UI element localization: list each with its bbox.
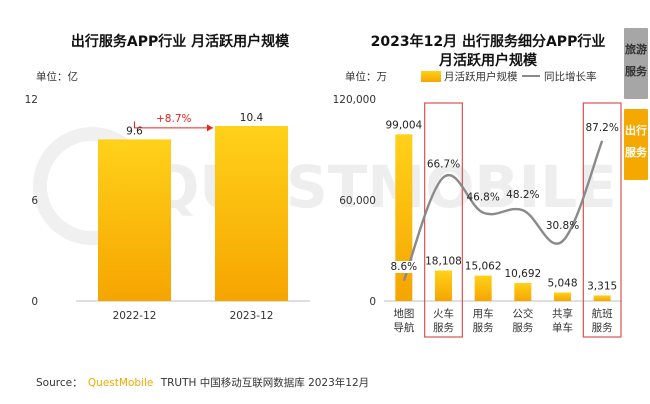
chart2-category-label: 公交: [512, 307, 533, 320]
chart2-ytick-label: 60,000: [339, 195, 376, 207]
chart2-growth-line: [402, 140, 604, 282]
chart2-category-label: 服务: [433, 321, 454, 334]
chart2-bar: [593, 295, 611, 301]
growth-rate-value-label: 87.2%: [585, 122, 618, 134]
legend-line-label: 同比增长率: [544, 70, 597, 83]
chart2-category-label: 地图: [393, 307, 414, 320]
source-brand: QuestMobile: [88, 377, 153, 389]
chart2-bar: [474, 275, 492, 301]
chart1-ytick-label: 6: [31, 195, 38, 207]
chart1-bar: [215, 125, 288, 301]
chart1-title: 出行服务APP行业 月活跃用户规模: [71, 33, 290, 50]
chart2-title-line1: 2023年12月 出行服务细分APP行业: [371, 33, 606, 50]
chart2-legend: 月活跃用户规模 同比增长率: [421, 70, 597, 83]
chart1-growth-annotation: +8.7%: [134, 113, 213, 132]
chart2-category-label: 服务: [512, 321, 533, 334]
chart1-unit-label: 单位：亿: [36, 70, 78, 83]
chart2-category-label: 航班: [592, 307, 613, 320]
source-line-text: Source： QuestMobile TRUTH 中国移动互联网数据库 202…: [36, 376, 369, 389]
chart2-ytick-label: 120,000: [333, 94, 376, 106]
growth-rate-value-label: 8.6%: [390, 261, 417, 273]
legend-bar-label: 月活跃用户规模: [444, 70, 518, 83]
chart2-bar: [554, 292, 571, 301]
chart1-value-label: 10.4: [240, 112, 264, 124]
chart2-category-label: 导航: [393, 321, 414, 334]
growth-rate-value-label: 46.8%: [466, 192, 499, 204]
chart2-category-label: 服务: [592, 321, 613, 334]
chart2-bars: [395, 134, 611, 301]
chart2-unit-label: 单位：万: [345, 70, 387, 83]
side-tab[interactable]: 出行服务: [624, 109, 648, 180]
chart2-y-axis: 0 60,000 120,000: [333, 94, 622, 308]
chart2-category-label: 服务: [473, 321, 494, 334]
side-tab-label: 旅游: [625, 42, 647, 56]
legend-bar-swatch: [421, 71, 441, 82]
chart1-x-axis: 2022-12 2023-12: [113, 310, 274, 322]
chart2-bar-value-label: 99,004: [385, 119, 422, 131]
chart1-bars: [98, 125, 288, 301]
chart2-bar-value-label: 5,048: [547, 278, 577, 290]
highlight-box: [424, 102, 463, 338]
chart2-bar-value-label: 10,692: [504, 268, 541, 280]
label-backdrop: [389, 261, 419, 273]
chart-segment-mau: 2023年12月 出行服务细分APP行业 月活跃用户规模 单位：万 月活跃用户规…: [333, 33, 622, 338]
chart2-bar: [395, 134, 413, 301]
chart2-category-label: 共享: [552, 307, 573, 320]
source-line: Source： QuestMobile TRUTH 中国移动互联网数据库 202…: [36, 376, 369, 389]
highlight-box: [582, 102, 622, 338]
side-tab-label: 出行: [625, 123, 647, 137]
side-tab-label: 服务: [625, 145, 648, 159]
growth-arrow-head-icon: [207, 124, 213, 132]
growth-rate-label: +8.7%: [156, 113, 191, 125]
chart2-category-label: 用车: [473, 307, 494, 320]
growth-rate-value-label: 30.8%: [546, 220, 579, 232]
chart2-category-label: 单车: [552, 321, 573, 334]
growth-rate-value-label: 66.7%: [427, 158, 460, 170]
growth-rate-value-label: 48.2%: [506, 189, 539, 201]
chart2-bar-value-label: 18,108: [425, 256, 462, 268]
chart1-ytick-label: 12: [25, 94, 38, 106]
chart2-ytick-label: 0: [369, 296, 376, 308]
chart1-category-label: 2022-12: [113, 310, 157, 322]
chart2-highlight-boxes: [424, 102, 622, 338]
chart2-bar: [514, 283, 532, 301]
chart2-category-label: 火车: [433, 307, 454, 320]
source-prefix: Source：: [36, 377, 83, 389]
chart1-bar: [98, 139, 171, 301]
source-suffix: TRUTH 中国移动互联网数据库 2023年12月: [160, 376, 369, 389]
chart2-bar-value-label: 3,315: [587, 280, 617, 292]
chart2-bar: [435, 270, 452, 301]
chart1-category-label: 2023-12: [230, 310, 274, 322]
side-tab-label: 服务: [625, 64, 648, 78]
growth-arrow-line: [134, 121, 213, 129]
chart1-ytick-label: 0: [31, 296, 38, 308]
side-tab-background: [624, 28, 648, 99]
label-backdrop: [584, 121, 620, 134]
growth-rate-line: [402, 140, 604, 282]
chart2-title-line2: 月活跃用户规模: [438, 52, 538, 69]
chart2-bar-value-label: 15,062: [465, 261, 502, 273]
side-tab-background: [624, 109, 648, 180]
